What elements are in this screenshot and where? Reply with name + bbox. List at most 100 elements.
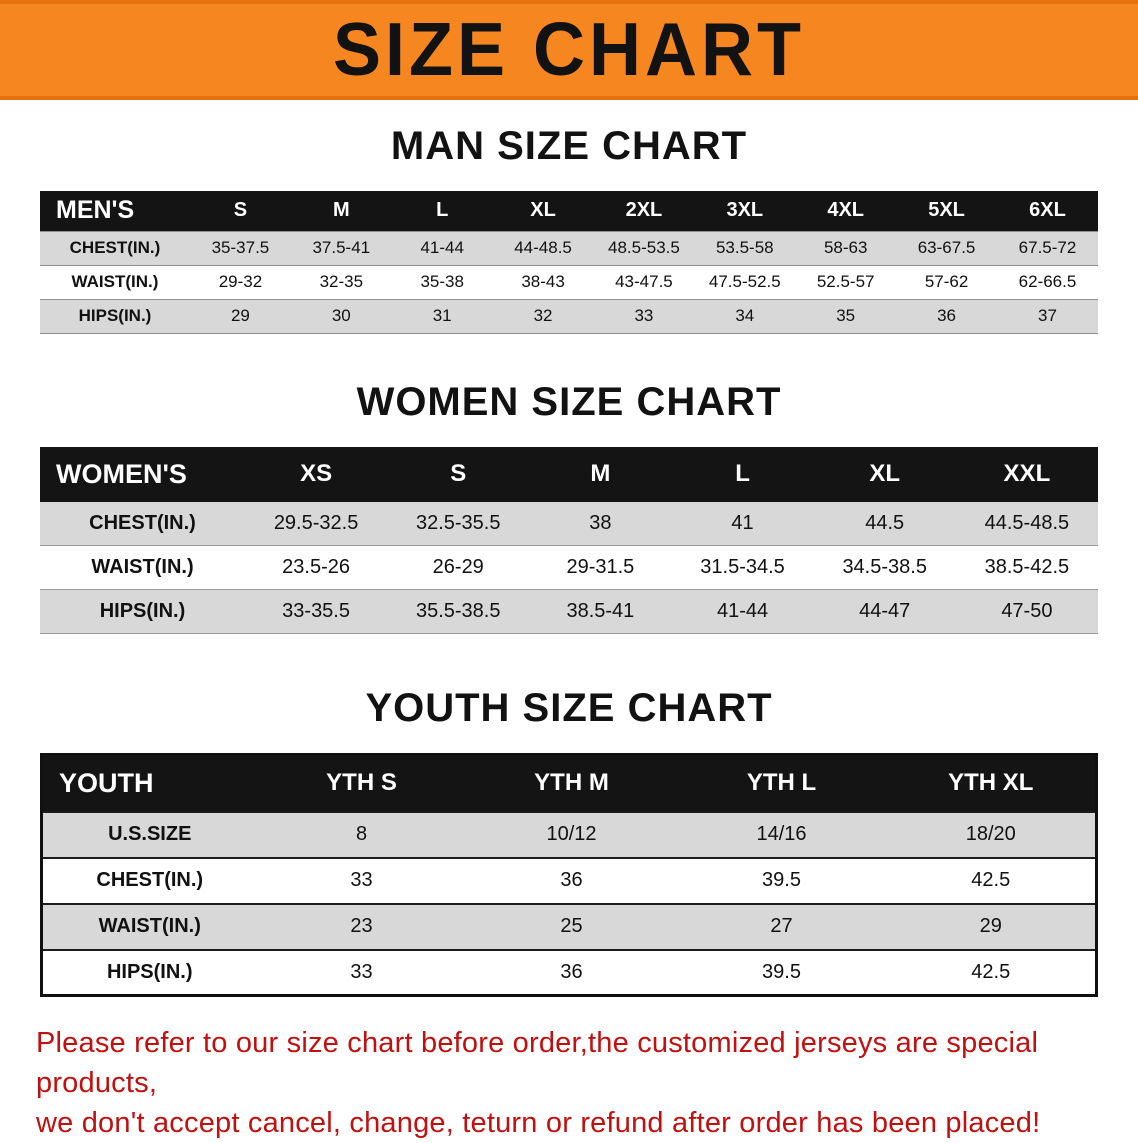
value-cell: 23 <box>256 902 467 950</box>
value-cell: 47.5-52.5 <box>694 265 796 300</box>
value-cell: 8 <box>256 810 467 858</box>
women-size-header-cell: L <box>671 446 814 502</box>
row-label-cell: HIPS(IN.) <box>41 948 257 996</box>
value-cell: 25 <box>466 902 677 950</box>
youth-measurement-row: HIPS(IN.) 33 36 39.5 42.5 <box>41 948 1097 996</box>
women-measurement-row: HIPS(IN.) 33-35.5 35.5-38.5 38.5-41 41-44 44-… <box>40 589 1098 634</box>
value-cell: 23.5-26 <box>245 545 388 590</box>
row-label-cell: WAIST(IN.) <box>40 545 245 590</box>
men-section-heading: MAN SIZE CHART <box>390 124 748 168</box>
women-size-header-cell: XL <box>813 446 956 502</box>
youth-section-heading: YOUTH SIZE CHART <box>365 686 773 730</box>
value-cell: 29 <box>190 299 291 334</box>
value-cell: 44.5-48.5 <box>955 501 1098 546</box>
value-cell: 37.5-41 <box>290 230 392 266</box>
value-cell: 37 <box>997 299 1098 334</box>
value-cell: 35-38 <box>391 265 493 300</box>
value-cell: 32.5-35.5 <box>387 501 530 546</box>
value-cell: 38 <box>529 501 672 546</box>
youth-measurement-row: WAIST(IN.) 23 25 27 29 <box>41 902 1097 950</box>
value-cell: 10/12 <box>466 810 677 858</box>
youth-size-table: YOUTH YTH S YTH M YTH L YTH XL U.S.SIZE 8 10/12… <box>40 753 1098 997</box>
men-table-title-cell: MEN'S <box>40 191 190 231</box>
row-label-cell: HIPS(IN.) <box>40 299 190 334</box>
value-cell: 33 <box>593 299 695 334</box>
value-cell: 32-35 <box>290 265 392 300</box>
youth-size-header-cell: YTH XL <box>886 754 1097 812</box>
men-size-table: MEN'S S M L XL 2XL 3XL 4XL 5XL 6XL CHEST(IN.) 35-37… <box>40 191 1098 334</box>
youth-header-row: YOUTH YTH S YTH M YTH L YTH XL <box>41 754 1097 812</box>
value-cell: 32 <box>492 299 594 334</box>
youth-size-header-cell: YTH L <box>676 754 887 812</box>
value-cell: 36 <box>466 856 677 904</box>
page-title: SIZE CHART <box>333 8 805 93</box>
value-cell: 41-44 <box>671 589 814 634</box>
value-cell: 43-47.5 <box>593 265 695 300</box>
row-label-cell: U.S.SIZE <box>41 810 257 858</box>
value-cell: 36 <box>466 948 677 996</box>
value-cell: 57-62 <box>896 265 997 300</box>
value-cell: 27 <box>676 902 887 950</box>
value-cell: 35.5-38.5 <box>387 589 530 634</box>
men-size-header-cell: XL <box>492 191 594 231</box>
men-size-header-cell: L <box>391 191 493 231</box>
value-cell: 42.5 <box>886 856 1097 904</box>
value-cell: 34 <box>694 299 796 334</box>
value-cell: 41-44 <box>391 230 493 266</box>
value-cell: 44.5 <box>813 501 956 546</box>
row-label-cell: CHEST(IN.) <box>40 230 190 266</box>
youth-size-header-cell: YTH S <box>256 754 467 812</box>
value-cell: 31 <box>391 299 493 334</box>
row-label-cell: WAIST(IN.) <box>41 902 257 950</box>
value-cell: 35 <box>795 299 897 334</box>
disclaimer-line-1: Please refer to our size chart before or… <box>36 1027 1039 1100</box>
value-cell: 26-29 <box>387 545 530 590</box>
value-cell: 14/16 <box>676 810 887 858</box>
value-cell: 18/20 <box>886 810 1097 858</box>
disclaimer-note: Please refer to our size chart before or… <box>36 1023 1102 1143</box>
value-cell: 29 <box>886 902 1097 950</box>
value-cell: 39.5 <box>676 948 887 996</box>
row-label-cell: CHEST(IN.) <box>40 501 245 546</box>
value-cell: 30 <box>290 299 392 334</box>
value-cell: 44-47 <box>813 589 956 634</box>
value-cell: 31.5-34.5 <box>671 545 814 590</box>
value-cell: 29.5-32.5 <box>245 501 388 546</box>
value-cell: 38-43 <box>492 265 594 300</box>
women-size-header-cell: S <box>387 446 530 502</box>
men-size-header-cell: 3XL <box>694 191 796 231</box>
youth-size-header-cell: YTH M <box>466 754 677 812</box>
row-label-cell: CHEST(IN.) <box>41 856 257 904</box>
value-cell: 29-32 <box>190 265 291 300</box>
men-size-header-cell: 6XL <box>997 191 1098 231</box>
value-cell: 36 <box>896 299 997 334</box>
value-cell: 41 <box>671 501 814 546</box>
youth-measurement-row: U.S.SIZE 8 10/12 14/16 18/20 <box>41 810 1097 858</box>
women-measurement-row: CHEST(IN.) 29.5-32.5 32.5-35.5 38 41 44.5 44.5… <box>40 501 1098 546</box>
women-size-chart-section: WOMEN SIZE CHART WOMEN'S XS S M L XL XXL CHEST(… <box>0 380 1138 634</box>
value-cell: 67.5-72 <box>997 230 1098 266</box>
women-size-header-cell: M <box>529 446 672 502</box>
men-size-header-cell: 5XL <box>896 191 997 231</box>
men-measurement-row: WAIST(IN.) 29-32 32-35 35-38 38-43 43-47.5 47.… <box>40 265 1098 300</box>
youth-table-title-cell: YOUTH <box>41 754 257 812</box>
value-cell: 33 <box>256 948 467 996</box>
men-measurement-row: CHEST(IN.) 35-37.5 37.5-41 41-44 44-48.5 48.5… <box>40 230 1098 266</box>
row-label-cell: HIPS(IN.) <box>40 589 245 634</box>
value-cell: 38.5-41 <box>529 589 672 634</box>
men-measurement-row: HIPS(IN.) 29 30 31 32 33 34 35 36 37 <box>40 299 1098 334</box>
banner: SIZE CHART <box>0 0 1138 100</box>
value-cell: 39.5 <box>676 856 887 904</box>
value-cell: 29-31.5 <box>529 545 672 590</box>
women-size-header-cell: XXL <box>955 446 1098 502</box>
women-size-table: WOMEN'S XS S M L XL XXL CHEST(IN.) 29.5-32.5 32.5… <box>40 446 1098 634</box>
value-cell: 42.5 <box>886 948 1097 996</box>
men-size-header-cell: S <box>190 191 291 231</box>
women-measurement-row: WAIST(IN.) 23.5-26 26-29 29-31.5 31.5-34.5 34… <box>40 545 1098 590</box>
value-cell: 38.5-42.5 <box>955 545 1098 590</box>
value-cell: 33-35.5 <box>245 589 388 634</box>
women-table-title-cell: WOMEN'S <box>40 446 245 502</box>
men-size-header-cell: 4XL <box>795 191 897 231</box>
men-size-chart-section: MAN SIZE CHART MEN'S S M L XL 2XL 3XL 4XL 5XL 6XL… <box>0 124 1138 334</box>
